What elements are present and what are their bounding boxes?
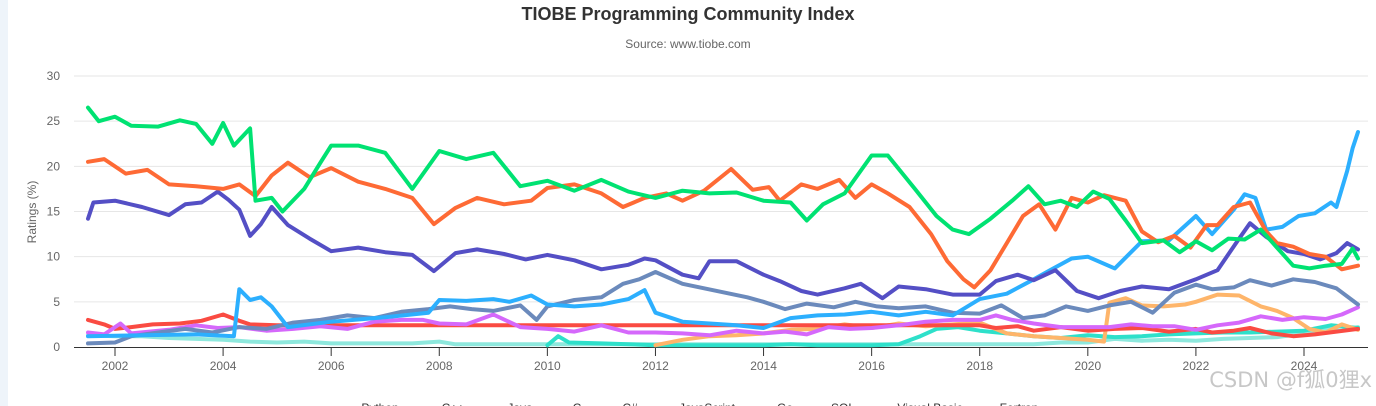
x-tick-label: 2002 <box>102 359 129 373</box>
legend: Python C++ Java C C# JavaScript Go SQL Visual Ba… <box>361 401 1038 406</box>
x-tick-label: 2008 <box>426 359 453 373</box>
grid-lines <box>74 75 1368 303</box>
legend-item: Java <box>507 401 533 406</box>
legend-item: C <box>573 401 582 406</box>
x-tick-label: 2010 <box>534 359 561 373</box>
y-tick-label: 5 <box>53 295 60 309</box>
y-tick-label: 10 <box>47 250 61 264</box>
series-line-c <box>86 157 1360 290</box>
legend-item: C++ <box>442 401 465 406</box>
legend-item: C# <box>622 401 638 406</box>
legend-item: Go <box>777 401 793 406</box>
series-line-c- <box>86 270 1360 346</box>
x-tick-label: 2022 <box>1183 359 1210 373</box>
x-tick-label: 2004 <box>210 359 237 373</box>
series-line-sql <box>86 312 1360 339</box>
y-tick-label: 20 <box>47 159 61 173</box>
series-lines <box>86 105 1360 348</box>
chart-subtitle: Source: www.tiobe.com <box>625 37 751 51</box>
watermark: CSDN @f狐0狸x <box>1209 368 1372 392</box>
y-axis-ticks: 0 5 10 15 20 25 30 <box>47 69 61 354</box>
series-line-python <box>86 130 1360 339</box>
y-tick-label: 0 <box>53 340 60 354</box>
legend-item: JavaScript <box>679 401 736 406</box>
y-tick-label: 30 <box>47 69 61 83</box>
x-tick-label: 2014 <box>750 359 777 373</box>
x-tick-label: 2020 <box>1074 359 1101 373</box>
x-tick-label: 2018 <box>966 359 993 373</box>
y-tick-label: 15 <box>47 205 61 219</box>
y-axis-title: Ratings (%) <box>25 181 39 244</box>
chart-title: TIOBE Programming Community Index <box>521 4 855 24</box>
series-line-javascript <box>86 305 1360 338</box>
legend-item: Visual Basic <box>897 401 962 406</box>
legend-item: SQL <box>831 401 855 406</box>
x-tick-label: 2006 <box>318 359 345 373</box>
legend-item: Python <box>361 401 398 406</box>
y-tick-label: 25 <box>47 114 61 128</box>
x-tick-label: 2016 <box>858 359 885 373</box>
x-tick-label: 2024 <box>1291 359 1318 373</box>
x-tick-label: 2012 <box>642 359 669 373</box>
series-line-java <box>86 105 1360 271</box>
series-line-visual-basic <box>653 292 1360 348</box>
legend-item: Fortran <box>1000 401 1039 406</box>
series-line-c- <box>86 189 1360 301</box>
x-axis: 2002 2004 2006 2008 2010 2012 2014 2016 2018 2020… <box>74 347 1368 373</box>
left-panel-strip <box>0 0 8 406</box>
